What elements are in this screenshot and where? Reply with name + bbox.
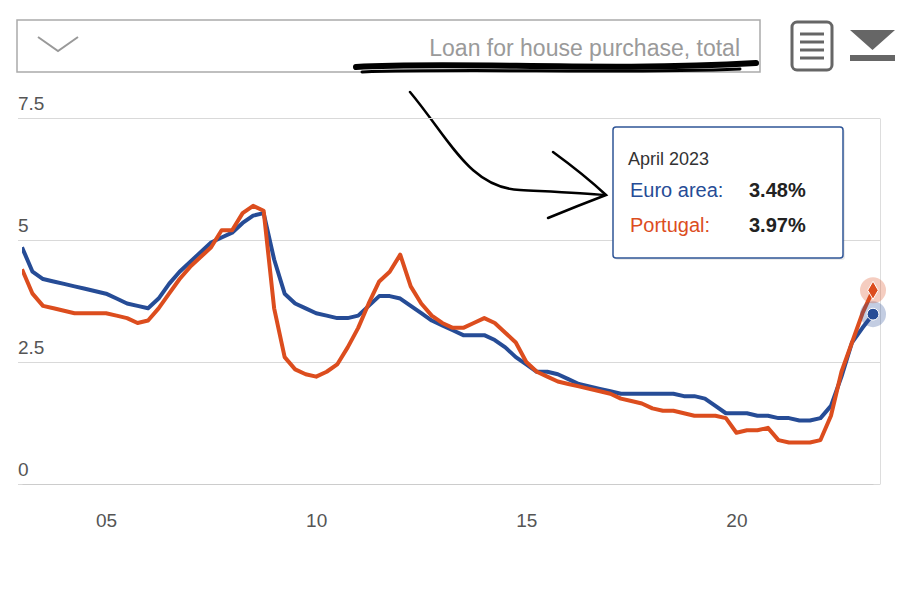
x-tick-label: 15 — [516, 510, 537, 531]
arrow-head — [548, 152, 606, 218]
hover-marker — [867, 308, 879, 320]
y-tick-label: 5 — [18, 215, 29, 236]
chart-root: Loan for house purchase, total 0 2.5 5 7.5 05… — [0, 0, 910, 604]
download-icon[interactable] — [850, 30, 895, 50]
selector-box[interactable] — [17, 20, 760, 72]
tooltip-value: 3.48% — [749, 179, 806, 201]
x-tick: 15 — [516, 484, 537, 531]
underline — [356, 63, 756, 67]
document-icon-line[interactable] — [800, 49, 824, 52]
grid-line — [18, 484, 880, 485]
tooltip-value: 3.97% — [749, 214, 806, 236]
hover-halo — [860, 277, 886, 303]
x-tick: 10 — [306, 484, 327, 531]
tooltip: April 2023 Euro area: 3.48% Portugal: 3.97% — [613, 127, 845, 260]
x-axis-line — [23, 484, 874, 485]
tooltip-label: Portugal: — [630, 214, 710, 236]
y-tick: 0 — [18, 459, 880, 485]
hover-markers — [860, 277, 886, 327]
arrow — [410, 92, 604, 195]
selector-chevron[interactable] — [38, 37, 78, 51]
y-axis-line — [880, 119, 881, 485]
y-tick: 2.5 — [18, 337, 880, 363]
x-tick: 05 — [96, 484, 117, 531]
selector[interactable]: Loan for house purchase, total — [17, 20, 760, 72]
x-axis: 05 10 15 20 — [23, 484, 874, 531]
document-icon-line[interactable] — [800, 57, 824, 60]
document-icon-line[interactable] — [800, 33, 824, 36]
tooltip-box — [613, 127, 843, 258]
y-tick-label: 7.5 — [18, 93, 44, 114]
x-tick: 20 — [726, 484, 747, 531]
x-tick-label: 10 — [306, 510, 327, 531]
underline — [362, 69, 740, 72]
chart-svg: Loan for house purchase, total 0 2.5 5 7.5 05… — [0, 0, 910, 604]
hover-marker — [868, 281, 878, 299]
document-icon[interactable] — [792, 22, 832, 70]
tooltip-title: April 2023 — [628, 149, 709, 169]
y-axis: 0 2.5 5 7.5 — [18, 93, 881, 485]
y-tick-label: 2.5 — [18, 337, 44, 358]
y-tick: 7.5 — [18, 93, 880, 119]
tooltip-label: Euro area: — [630, 179, 723, 201]
x-tick-label: 05 — [96, 510, 117, 531]
x-tick-label: 20 — [726, 510, 747, 531]
chart-title: Loan for house purchase, total — [429, 35, 740, 61]
hover-halo — [860, 301, 886, 327]
document-icon-line[interactable] — [800, 41, 824, 44]
y-tick-label: 0 — [18, 459, 29, 480]
grid-line — [18, 362, 880, 363]
toolbar[interactable] — [792, 22, 895, 70]
download-icon-bar[interactable] — [850, 55, 895, 61]
grid-line — [18, 118, 880, 119]
